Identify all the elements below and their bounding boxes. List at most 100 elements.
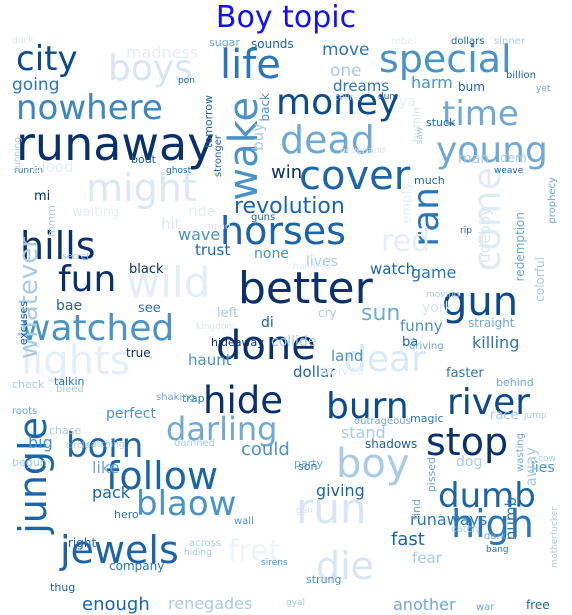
word: hit <box>161 215 181 233</box>
word: jump <box>524 411 547 421</box>
word: gen <box>296 506 313 516</box>
word: win <box>271 162 303 183</box>
word: lights <box>21 338 131 384</box>
word: runnin <box>14 166 44 176</box>
word: secret <box>62 252 90 262</box>
word: sugar <box>209 36 240 49</box>
word: chase <box>49 424 82 437</box>
word: mind <box>208 222 231 232</box>
word: shadows <box>365 437 418 451</box>
word: boy <box>336 441 410 487</box>
word: company <box>109 559 165 573</box>
word: dark <box>484 531 507 542</box>
word: running <box>13 137 23 172</box>
word: back <box>258 93 272 122</box>
word: done <box>216 323 316 369</box>
word: rebel <box>391 36 417 47</box>
word: billion <box>506 70 536 81</box>
word: runaways <box>410 510 488 529</box>
word: saw <box>415 127 425 145</box>
word: jewels <box>60 528 179 572</box>
word: land <box>331 347 364 365</box>
word: rudeboy <box>476 207 494 269</box>
word: runaway <box>16 117 215 171</box>
word: bout <box>131 153 156 166</box>
word: time <box>442 94 519 134</box>
word: wolves <box>319 364 364 379</box>
word: driving <box>409 341 444 352</box>
word: motherfucker <box>550 507 560 568</box>
word: sun <box>361 301 401 326</box>
word: hide <box>203 379 283 422</box>
word: dear <box>344 339 426 380</box>
word: pissed <box>425 457 438 493</box>
word: excuses <box>17 301 30 346</box>
word: follow <box>106 454 219 498</box>
word: dreams <box>333 77 390 95</box>
word: away <box>522 447 540 487</box>
word: black <box>129 262 164 277</box>
word: dollars <box>451 36 485 47</box>
word: guns <box>251 212 276 223</box>
word: race <box>490 408 519 423</box>
word: none <box>254 246 289 262</box>
word: magic <box>410 412 444 425</box>
word: dum <box>378 92 399 102</box>
word: waiting <box>72 205 120 220</box>
word: hiding <box>184 548 212 558</box>
word: faster <box>446 366 484 381</box>
word: better <box>238 263 373 314</box>
word: cry <box>318 306 337 320</box>
word: perfect <box>106 406 156 422</box>
word: bleed <box>56 384 84 395</box>
word: across <box>189 538 222 549</box>
word: like <box>92 458 120 477</box>
word: york <box>422 300 453 316</box>
word: cow <box>538 454 556 464</box>
word: stop <box>426 420 509 464</box>
word: blood <box>32 158 74 176</box>
word: wave <box>178 225 221 244</box>
word: dem <box>500 151 527 165</box>
word: trap <box>182 392 205 405</box>
word: game <box>411 263 457 282</box>
word: dog <box>456 454 483 470</box>
word: hundred <box>293 262 331 272</box>
word: bum <box>458 80 485 94</box>
word: might <box>86 166 197 210</box>
word: fun <box>58 259 117 300</box>
word: kingdom <box>196 322 236 332</box>
word: bae <box>56 298 83 314</box>
word: ghost <box>166 166 192 176</box>
word: lies <box>531 460 555 476</box>
word: sinner <box>494 36 525 47</box>
word: celine <box>334 93 361 103</box>
word-cloud: runaway better hide burn river money hor… <box>6 36 568 614</box>
word: horses <box>220 209 346 253</box>
word: di <box>261 315 274 331</box>
word: mi <box>34 189 51 204</box>
word: circle <box>66 441 90 451</box>
word: sounds <box>251 37 294 51</box>
word: ba <box>402 335 419 350</box>
word: boys <box>108 48 193 89</box>
word: war <box>476 602 495 613</box>
word: ride <box>188 204 216 220</box>
word: young <box>436 130 548 171</box>
word: another <box>393 595 456 614</box>
word: burn <box>326 386 409 427</box>
word: revolution <box>234 194 345 219</box>
word: haunt <box>188 351 232 369</box>
word: redemption <box>513 212 527 282</box>
word: prophecy <box>547 177 558 224</box>
word: dollar <box>293 363 336 381</box>
word: gun <box>442 279 519 325</box>
word: stronger <box>213 135 224 178</box>
word: begun <box>12 456 47 469</box>
word: wild <box>126 258 211 307</box>
word: high <box>451 502 534 546</box>
word: fret <box>228 534 281 569</box>
word: pon <box>178 76 195 86</box>
word: moving <box>426 290 460 300</box>
word: dead <box>280 118 375 162</box>
